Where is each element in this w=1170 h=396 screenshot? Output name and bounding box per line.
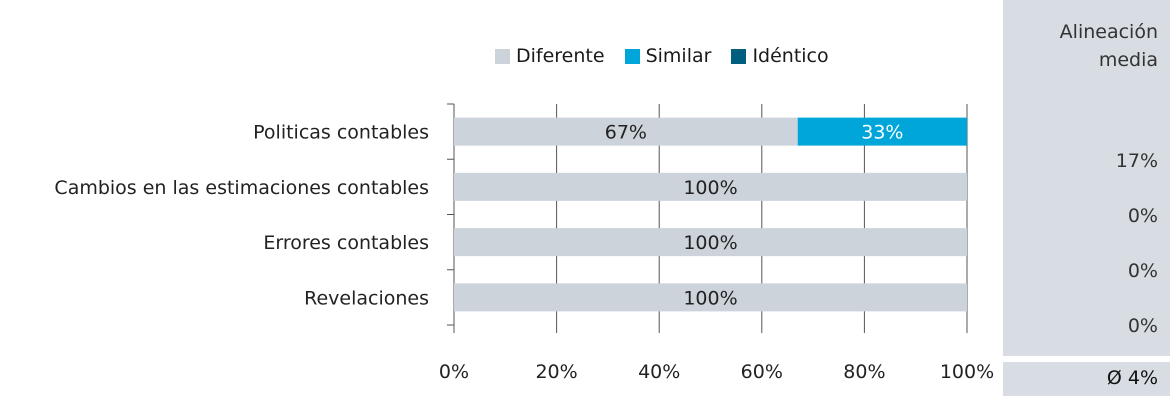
x-tick-label: 80% bbox=[843, 361, 885, 383]
x-tick-label: 40% bbox=[638, 361, 680, 383]
legend-swatch-diferente bbox=[495, 48, 510, 64]
x-tick-label: 60% bbox=[741, 361, 783, 383]
bar-data-label: 100% bbox=[683, 177, 737, 199]
bar-data-label: 100% bbox=[683, 232, 737, 254]
stacked-bar-chart: 0% 20% 40% 60% 80% 100% Politicas contables 67%… bbox=[54, 103, 994, 383]
bar-segment bbox=[454, 283, 967, 312]
category-label: Cambios en las estimaciones contables bbox=[54, 177, 429, 199]
x-tick-label: 20% bbox=[535, 361, 577, 383]
x-tick-label: 0% bbox=[439, 361, 469, 383]
bar-data-label: 100% bbox=[683, 287, 737, 309]
legend-item-diferente: Diferente bbox=[495, 45, 605, 67]
bar-segment bbox=[454, 228, 967, 257]
alignment-value-errores: 0% bbox=[1127, 260, 1158, 282]
bar-data-label: 67% bbox=[605, 122, 647, 144]
alignment-title: Alineación media bbox=[1059, 21, 1158, 71]
bar-data-label: 33% bbox=[861, 122, 903, 144]
legend-label-diferente: Diferente bbox=[516, 45, 605, 67]
alignment-average: Ø 4% bbox=[1106, 367, 1158, 389]
alignment-value-cambios: 0% bbox=[1127, 205, 1158, 227]
category-label: Politicas contables bbox=[253, 122, 429, 144]
legend-item-identico: Idéntico bbox=[731, 45, 829, 67]
category-label: Errores contables bbox=[263, 232, 429, 254]
bar-segment bbox=[454, 117, 798, 146]
alignment-value-revelaciones: 0% bbox=[1127, 315, 1158, 337]
legend-swatch-similar bbox=[624, 48, 640, 64]
bar-segment bbox=[454, 172, 967, 201]
legend-label-similar: Similar bbox=[645, 45, 712, 67]
legend-item-similar: Similar bbox=[624, 45, 712, 67]
alignment-average-box: Ø 4% bbox=[1003, 362, 1170, 396]
chart-legend: Diferente Similar Idéntico bbox=[495, 44, 829, 68]
legend-swatch-identico bbox=[731, 48, 747, 64]
bar-segment bbox=[797, 117, 967, 146]
x-tick-label: 100% bbox=[940, 361, 994, 383]
category-label: Revelaciones bbox=[304, 287, 429, 309]
alignment-panel: Alineación media 17% 0% 0% 0% bbox=[1003, 0, 1170, 356]
legend-label-identico: Idéntico bbox=[752, 45, 829, 67]
alignment-value-politicas: 17% bbox=[1115, 150, 1158, 172]
